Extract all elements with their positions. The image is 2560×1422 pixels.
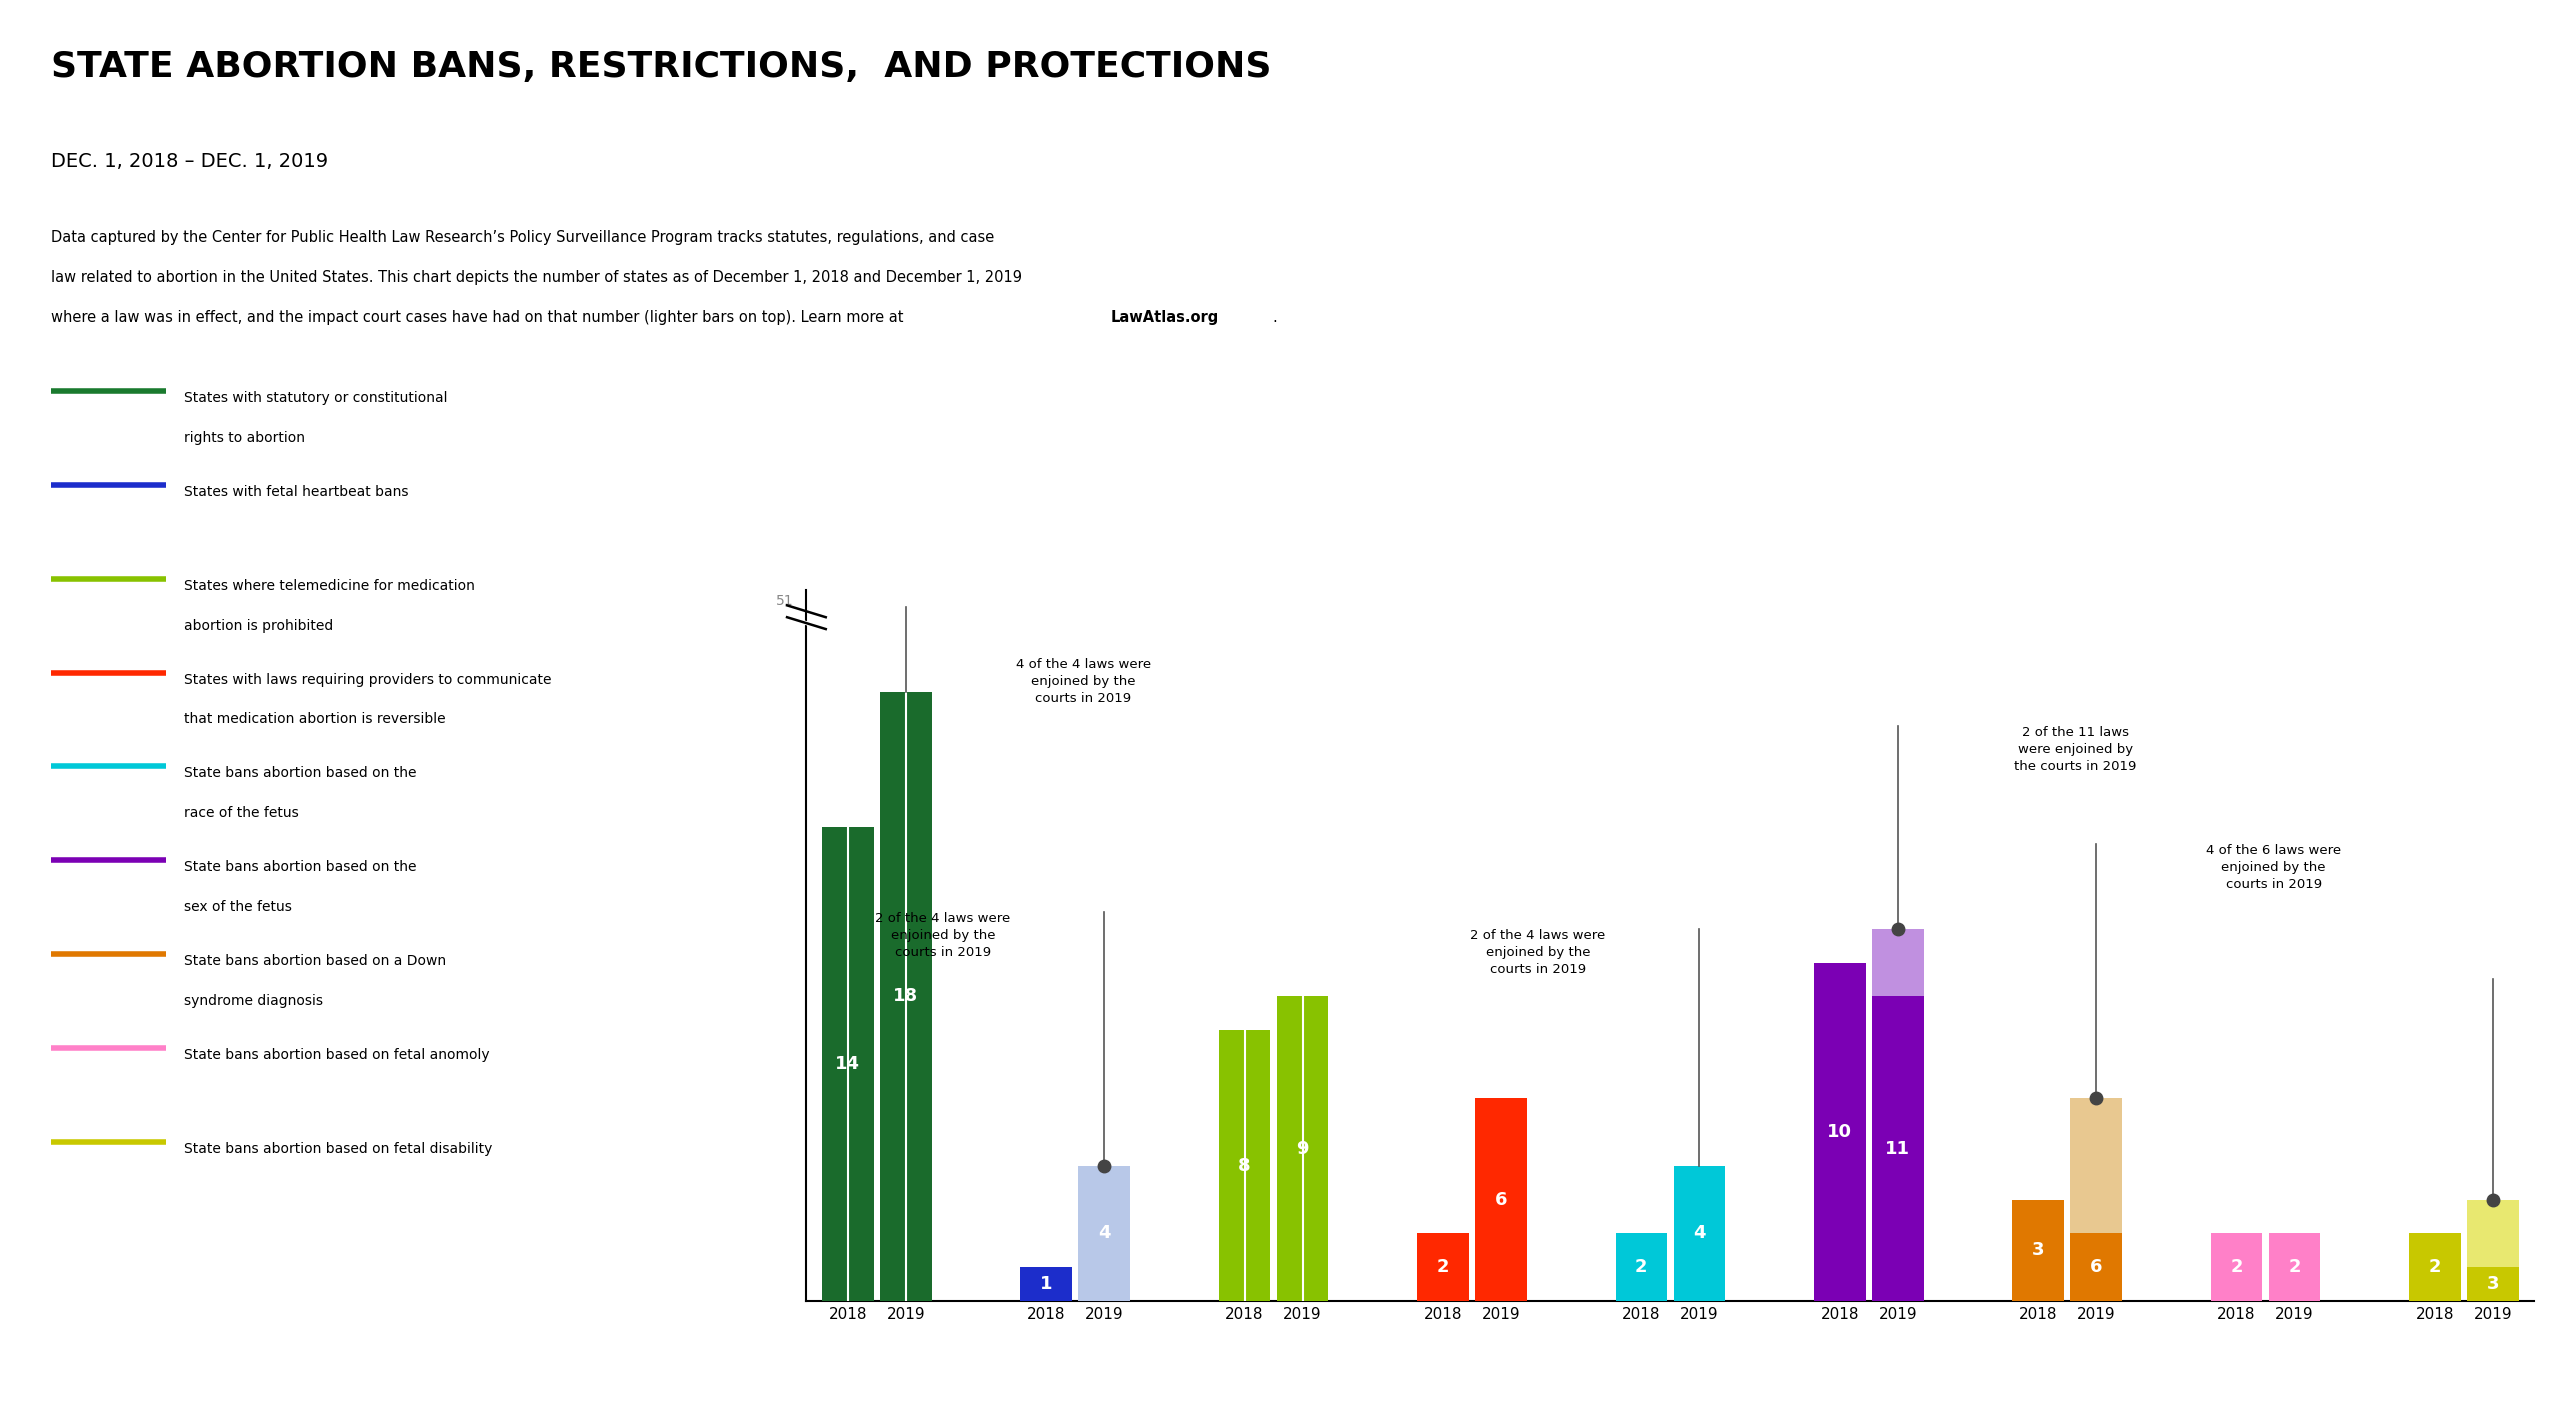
Text: law related to abortion in the United States. This chart depicts the number of s: law related to abortion in the United St… — [51, 270, 1021, 286]
Text: 3: 3 — [2486, 1276, 2499, 1293]
Text: 11: 11 — [1884, 1140, 1910, 1158]
Text: 51: 51 — [776, 593, 794, 607]
Bar — [2071, 1233, 2122, 1301]
Text: Data captured by the Center for Public Health Law Research’s Policy Surveillance: Data captured by the Center for Public H… — [51, 230, 993, 246]
Bar — [1021, 1267, 1073, 1301]
Text: .: . — [1272, 310, 1277, 326]
Text: States with statutory or constitutional: States with statutory or constitutional — [184, 391, 448, 405]
Text: 3: 3 — [2033, 1241, 2045, 1260]
Text: State bans abortion based on the: State bans abortion based on the — [184, 860, 417, 875]
Text: 6: 6 — [2089, 1258, 2102, 1277]
Text: abortion is prohibited: abortion is prohibited — [184, 619, 333, 633]
Bar — [2268, 1233, 2319, 1301]
Text: rights to abortion: rights to abortion — [184, 431, 305, 445]
Text: 2 of the 11 laws
were enjoined by
the courts in 2019: 2 of the 11 laws were enjoined by the co… — [2015, 725, 2138, 772]
Text: 10: 10 — [1828, 1123, 1853, 1140]
Text: 2: 2 — [2289, 1258, 2301, 1277]
Text: that medication abortion is reversible: that medication abortion is reversible — [184, 712, 445, 727]
Text: State bans abortion based on fetal disability: State bans abortion based on fetal disab… — [184, 1142, 492, 1156]
Text: 2: 2 — [1436, 1258, 1449, 1277]
Bar — [1871, 997, 1923, 1301]
Text: 4: 4 — [1692, 1224, 1705, 1243]
Text: States with fetal heartbeat bans: States with fetal heartbeat bans — [184, 485, 410, 499]
Text: STATE ABORTION BANS, RESTRICTIONS,  AND PROTECTIONS: STATE ABORTION BANS, RESTRICTIONS, AND P… — [51, 50, 1272, 84]
Text: 1: 1 — [1039, 1276, 1052, 1293]
Bar — [1078, 1166, 1129, 1301]
Bar — [1674, 1166, 1725, 1301]
Bar — [1219, 1031, 1270, 1301]
Text: 2: 2 — [1636, 1258, 1649, 1277]
Text: race of the fetus: race of the fetus — [184, 806, 300, 820]
Text: 2: 2 — [2230, 1258, 2243, 1277]
Bar — [822, 828, 873, 1301]
Text: 14: 14 — [835, 1055, 860, 1074]
Text: 6: 6 — [1495, 1190, 1508, 1209]
Text: DEC. 1, 2018 – DEC. 1, 2019: DEC. 1, 2018 – DEC. 1, 2019 — [51, 152, 328, 171]
Text: sex of the fetus: sex of the fetus — [184, 900, 292, 914]
Text: 4 of the 4 laws were
enjoined by the
courts in 2019: 4 of the 4 laws were enjoined by the cou… — [1016, 658, 1152, 705]
Bar — [2468, 1267, 2519, 1301]
Bar — [2012, 1200, 2063, 1301]
Bar — [1871, 929, 1923, 997]
Bar — [2212, 1233, 2263, 1301]
Bar — [881, 691, 932, 1301]
Text: 4 of the 6 laws were
enjoined by the
courts in 2019: 4 of the 6 laws were enjoined by the cou… — [2207, 845, 2342, 892]
Bar — [1815, 963, 1866, 1301]
Text: 18: 18 — [893, 987, 919, 1005]
Text: States with laws requiring providers to communicate: States with laws requiring providers to … — [184, 673, 553, 687]
Text: 2 of the 4 laws were
enjoined by the
courts in 2019: 2 of the 4 laws were enjoined by the cou… — [876, 912, 1011, 958]
Text: LawAtlas.org: LawAtlas.org — [1111, 310, 1219, 326]
Text: 2 of the 4 laws were
enjoined by the
courts in 2019: 2 of the 4 laws were enjoined by the cou… — [1469, 929, 1605, 975]
Bar — [1418, 1233, 1469, 1301]
Text: State bans abortion based on a Down: State bans abortion based on a Down — [184, 954, 445, 968]
Bar — [2071, 1098, 2122, 1233]
Text: 2: 2 — [2429, 1258, 2442, 1277]
Text: 8: 8 — [1239, 1156, 1252, 1175]
Text: syndrome diagnosis: syndrome diagnosis — [184, 994, 323, 1008]
Text: 4: 4 — [1098, 1224, 1111, 1243]
Text: State bans abortion based on fetal anomoly: State bans abortion based on fetal anomo… — [184, 1048, 489, 1062]
Bar — [1277, 997, 1329, 1301]
Text: State bans abortion based on the: State bans abortion based on the — [184, 766, 417, 781]
Text: 9: 9 — [1295, 1140, 1308, 1158]
Bar — [1615, 1233, 1667, 1301]
Text: States where telemedicine for medication: States where telemedicine for medication — [184, 579, 476, 593]
Bar — [2468, 1200, 2519, 1267]
Bar — [2409, 1233, 2460, 1301]
Text: where a law was in effect, and the impact court cases have had on that number (l: where a law was in effect, and the impac… — [51, 310, 909, 326]
Bar — [1475, 1098, 1526, 1301]
